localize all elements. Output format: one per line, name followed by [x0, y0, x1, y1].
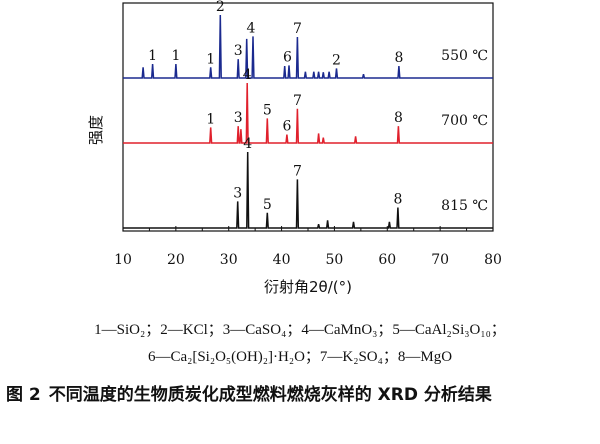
- x-axis-label: 衍射角2θ/(°): [264, 278, 352, 296]
- peak-label: 6: [282, 119, 291, 135]
- x-tick-label: 70: [431, 252, 449, 268]
- series-line: [123, 151, 493, 229]
- peak-label: 1: [148, 48, 157, 64]
- x-tick-label: 50: [326, 252, 344, 268]
- peak-label: 1: [206, 51, 215, 67]
- x-tick-label: 40: [273, 252, 291, 268]
- peak-label: 3: [234, 43, 243, 59]
- phase-legend-line-1: 1—SiO₂；2—KCl；3—CaSO₄；4—CaMnO₃；5—CaAl₂Si₃…: [94, 322, 506, 338]
- x-tick-label: 20: [167, 252, 185, 268]
- series-name-label: 550 ℃: [441, 48, 488, 64]
- y-axis-label: 强度: [87, 115, 105, 145]
- peak-label: 4: [243, 67, 252, 83]
- series-line: [123, 14, 493, 79]
- figure-number: 图 2: [6, 385, 41, 405]
- peak-label: 5: [263, 197, 272, 213]
- x-tick-label: 10: [114, 252, 132, 268]
- phase-legend-line-2: 6—Ca₂[Si₂O₅(OH)₂]·H₂O；7—K₂SO₄；8—MgO: [147, 349, 453, 365]
- peak-label: 8: [394, 50, 403, 66]
- peak-label: 3: [234, 110, 243, 126]
- series-name-label: 815 ℃: [441, 198, 488, 214]
- peak-label: 1: [171, 48, 180, 64]
- peak-label: 8: [393, 192, 402, 208]
- peak-label: 4: [246, 20, 255, 36]
- peak-label: 1: [206, 111, 215, 127]
- peak-label: 2: [332, 53, 341, 69]
- peak-label: 6: [283, 49, 292, 65]
- series-name-label: 700 ℃: [441, 113, 488, 129]
- x-tick-label: 30: [220, 252, 238, 268]
- figure-caption: 图 2 不同温度的生物质炭化成型燃料燃烧灰样的 XRD 分析结果: [0, 383, 600, 407]
- peak-label: 7: [293, 93, 302, 109]
- x-tick-label: 60: [378, 252, 396, 268]
- series-3: 3 4 5 7 8 815 ℃: [123, 136, 493, 229]
- peak-label: 4: [243, 136, 252, 152]
- peak-label: 5: [263, 102, 272, 118]
- peak-label: 7: [293, 163, 302, 179]
- peak-label: 2: [216, 0, 225, 15]
- plot-frame: [122, 2, 494, 232]
- figure-caption-text: 不同温度的生物质炭化成型燃料燃烧灰样的 XRD 分析结果: [48, 385, 492, 405]
- x-axis: 10 20 30 40 50 60 70 80: [114, 226, 502, 268]
- peak-label: 3: [233, 185, 242, 201]
- series-2: 1 3 4 567 8 700 ℃: [123, 67, 493, 144]
- peak-label: 8: [394, 110, 403, 126]
- series-line: [123, 82, 493, 144]
- peak-label: 7: [293, 21, 302, 37]
- x-tick-label: 80: [484, 252, 502, 268]
